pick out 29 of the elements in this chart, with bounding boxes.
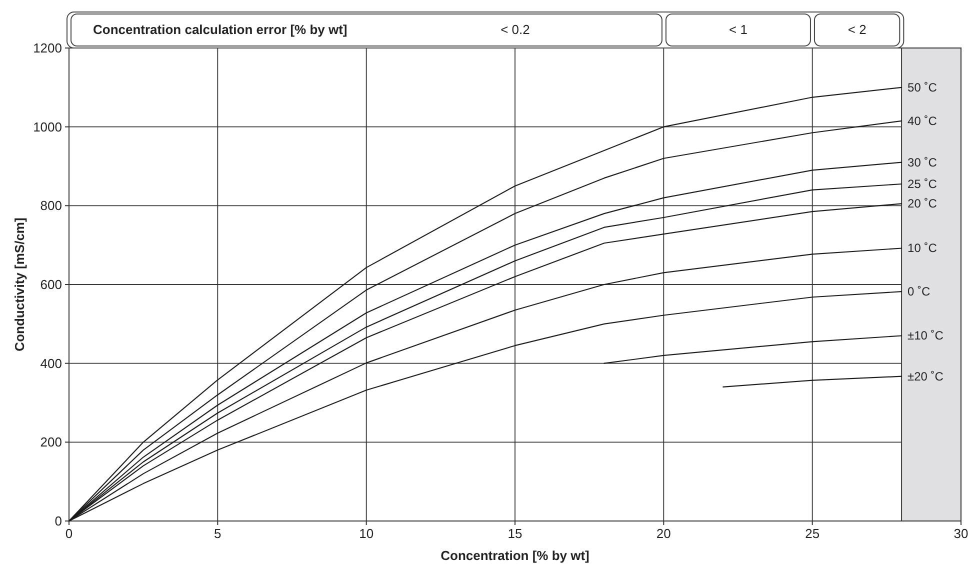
series-label: 20 ˚C: [908, 196, 938, 211]
y-axis-title: Conductivity [mS/cm]: [12, 218, 27, 352]
x-tick-label: 0: [65, 526, 73, 541]
y-tick-label: 600: [40, 277, 62, 292]
series-label: 10 ˚C: [908, 241, 938, 256]
text: < 0.2: [500, 22, 530, 37]
x-tick-label: 10: [359, 526, 374, 541]
x-tick-label: 30: [954, 526, 968, 541]
series-label: 40 ˚C: [908, 114, 938, 128]
text: Concentration calculation error [% by wt]: [93, 22, 348, 37]
series-label: ±20 ˚C: [908, 369, 944, 384]
text: < 2: [848, 22, 866, 37]
y-tick-label: 1200: [33, 40, 62, 56]
y-tick-label: 0: [54, 514, 62, 528]
x-axis-title: Concentration [% by wt]: [440, 548, 590, 563]
y-tick-label: 1000: [33, 119, 62, 134]
y-tick-label: 200: [40, 434, 62, 450]
y-tick-label: 800: [40, 198, 62, 214]
series-label: 25 ˚C: [908, 176, 938, 191]
series-label: 0 ˚C: [908, 284, 931, 299]
series-label: ±10 ˚C: [908, 328, 944, 343]
x-tick-label: 15: [508, 526, 522, 541]
y-tick-label: 400: [40, 356, 62, 371]
x-tick-label: 5: [214, 526, 222, 541]
x-tick-label: 25: [805, 526, 820, 541]
series-label: 30 ˚C: [908, 155, 938, 170]
text: < 1: [729, 22, 748, 37]
x-tick-label: 20: [656, 526, 671, 541]
series-label: 50 ˚C: [908, 80, 938, 94]
